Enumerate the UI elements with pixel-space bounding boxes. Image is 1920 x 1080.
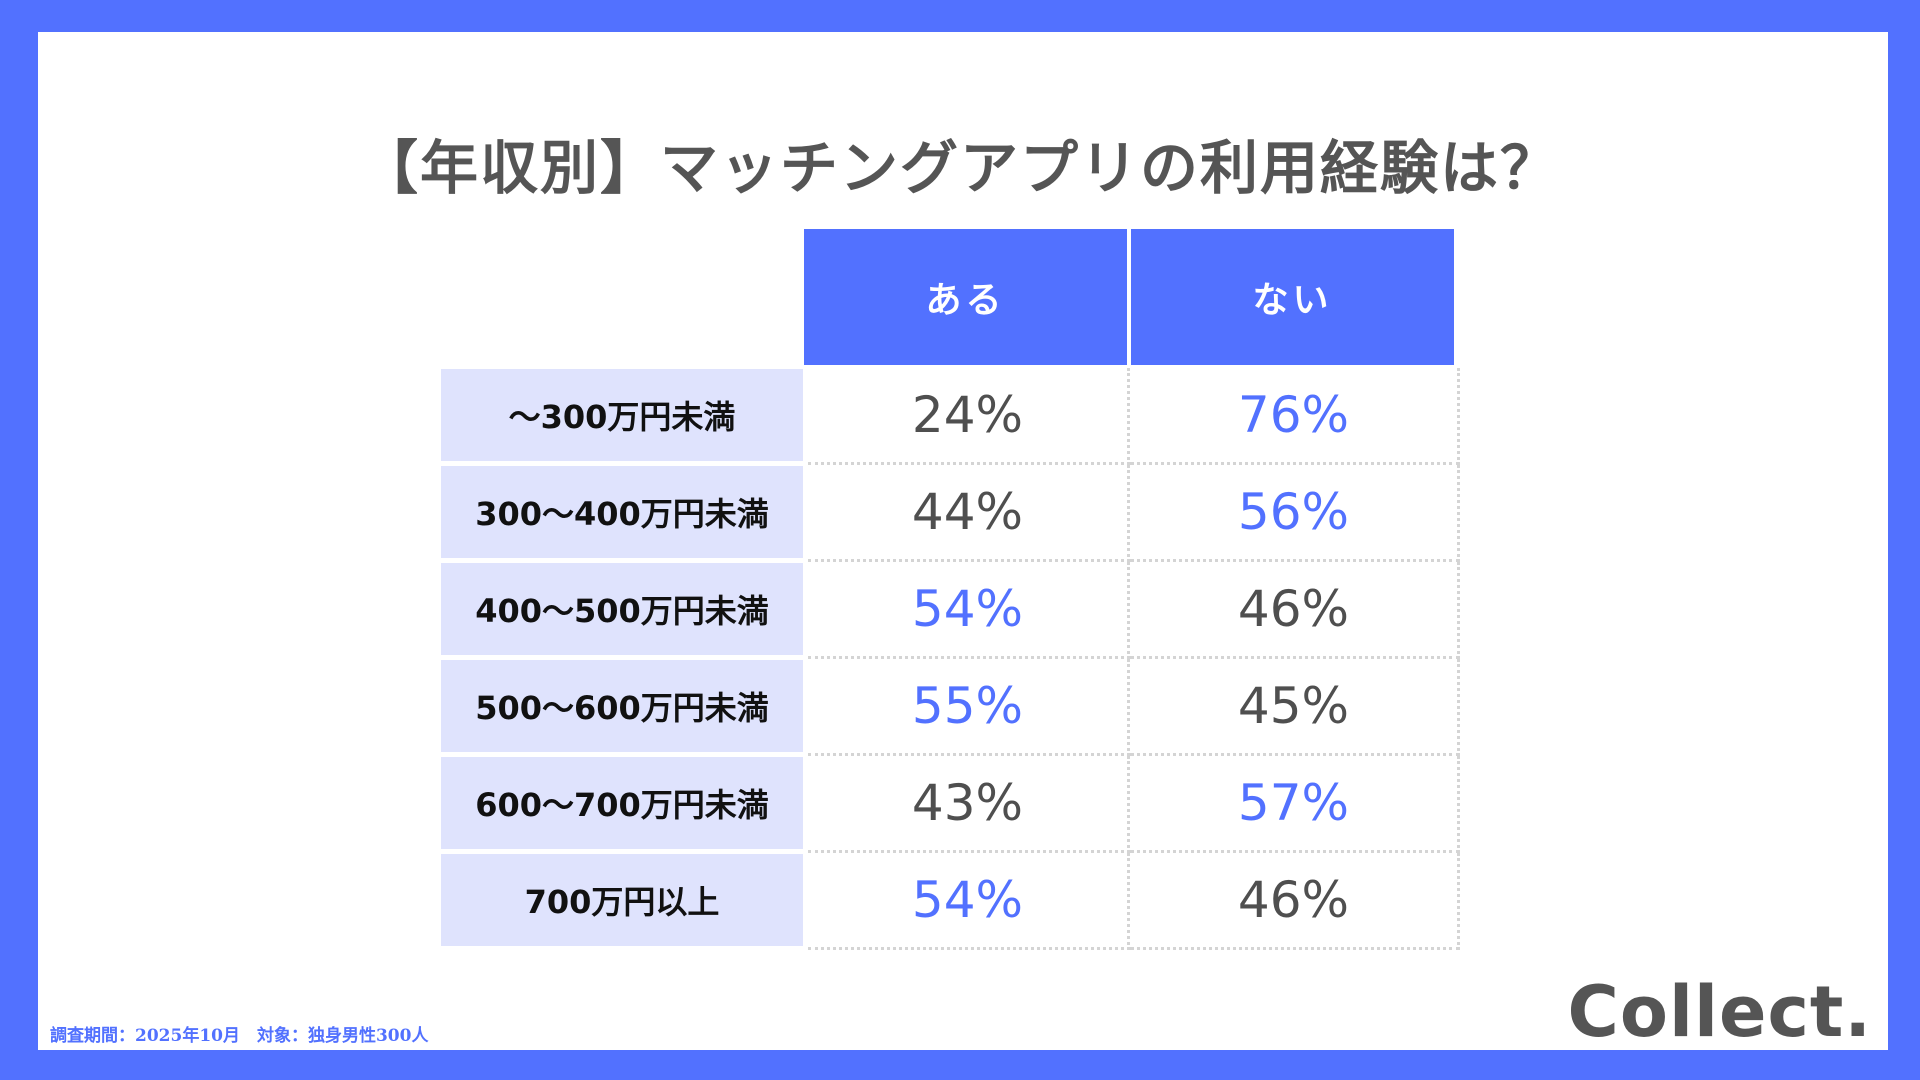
value-cell-nai: 46%	[1130, 853, 1460, 950]
value-cell-aru: 24%	[808, 368, 1130, 465]
value-cell-aru: 55%	[808, 659, 1130, 756]
page-title: 【年収別】マッチングアプリの利用経験は？	[359, 134, 1560, 202]
value-cell-nai: 76%	[1130, 368, 1460, 465]
row-label: 〜300万円未満	[441, 369, 803, 461]
survey-footnote: 調査期間：2025年10月 対象：独身男性300人	[50, 1026, 429, 1046]
value-cell-nai: 45%	[1130, 659, 1460, 756]
slide-panel	[38, 32, 1888, 1050]
value-cell-aru: 54%	[808, 562, 1130, 659]
column-header-aru: ある	[804, 229, 1127, 365]
value-cell-nai: 56%	[1130, 465, 1460, 562]
row-label: 500〜600万円未満	[441, 660, 803, 752]
value-cell-aru: 43%	[808, 756, 1130, 853]
value-cell-nai: 57%	[1130, 756, 1460, 853]
value-cell-aru: 54%	[808, 853, 1130, 950]
row-label: 400〜500万円未満	[441, 563, 803, 655]
collect-logo: Collect.	[1567, 971, 1872, 1053]
column-header-nai: ない	[1131, 229, 1454, 365]
row-label: 700万円以上	[441, 854, 803, 946]
value-cell-nai: 46%	[1130, 562, 1460, 659]
value-cell-aru: 44%	[808, 465, 1130, 562]
row-label: 300〜400万円未満	[441, 466, 803, 558]
row-label: 600〜700万円未満	[441, 757, 803, 849]
